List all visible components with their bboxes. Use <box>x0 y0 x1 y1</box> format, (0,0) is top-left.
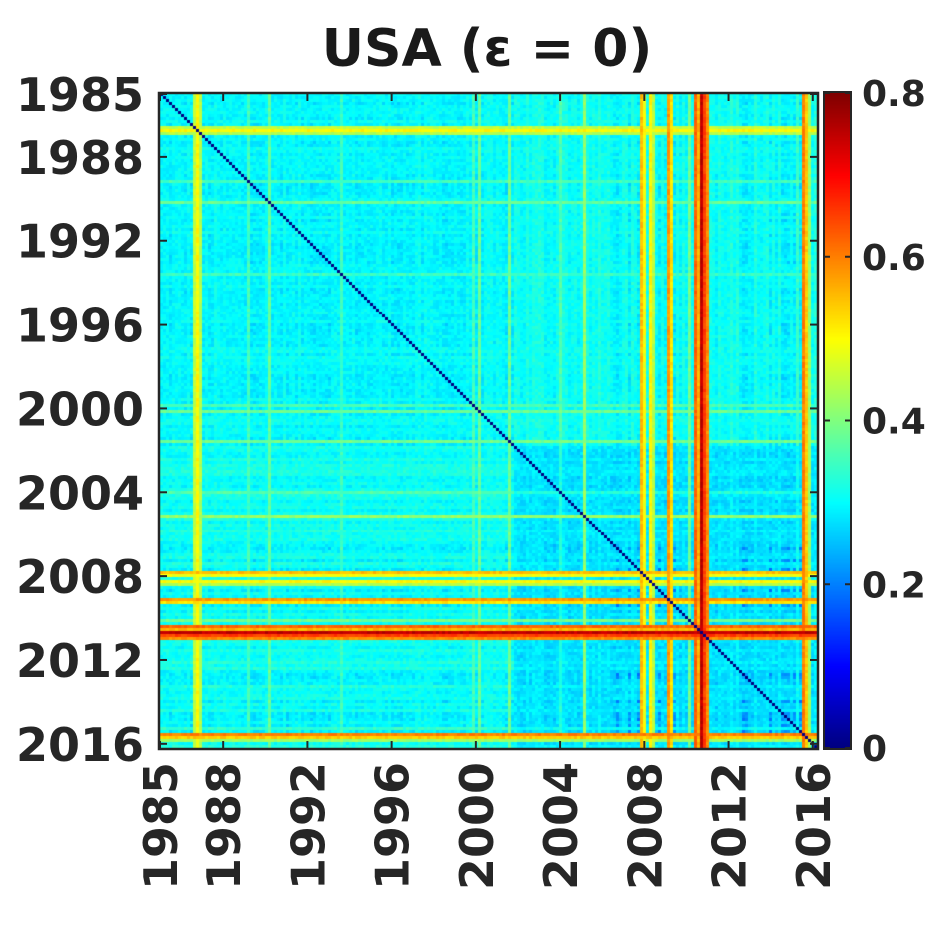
heatmap-area <box>160 94 817 748</box>
x-tick-label: 2012 <box>703 762 757 890</box>
x-tick-label: 1985 <box>134 762 188 890</box>
y-tick-label: 2008 <box>16 550 144 604</box>
y-tick-label: 2004 <box>16 466 144 520</box>
colorbar-tick-label: 0.4 <box>862 402 926 443</box>
x-axis: 1985 1988 1992 1996 2000 2004 2008 2012 2016 <box>134 762 841 890</box>
y-tick-label: 2012 <box>16 634 144 688</box>
y-tick-label: 2000 <box>16 382 144 436</box>
x-tick-label: 1988 <box>197 762 251 890</box>
y-axis: 1985 1988 1992 1996 2000 2004 2008 2012 2016 <box>16 68 144 772</box>
y-tick-label: 1985 <box>16 68 144 122</box>
colorbar-tick-label: 0 <box>862 729 887 770</box>
x-tick-label: 2000 <box>450 762 504 890</box>
y-tick-label: 2016 <box>16 718 144 772</box>
axis-ticks <box>159 93 817 748</box>
x-tick-label: 2016 <box>787 762 841 890</box>
x-tick-label: 1996 <box>366 762 420 890</box>
y-tick-label: 1996 <box>16 299 144 353</box>
y-tick-label: 1992 <box>16 215 144 269</box>
x-tick-label: 2004 <box>534 762 588 890</box>
colorbar-labels: 0 0.2 0.4 0.6 0.8 <box>824 74 926 770</box>
colorbar-tick-label: 0.6 <box>862 238 926 279</box>
x-tick-label: 2008 <box>618 762 672 890</box>
colorbar-tick-label: 0.8 <box>862 74 926 115</box>
colorbar-tick-label: 0.2 <box>862 565 926 606</box>
x-tick-label: 1992 <box>281 762 335 890</box>
colorbar: 0 0.2 0.4 0.6 0.8 <box>823 74 926 770</box>
heatmap-cells <box>160 94 817 748</box>
y-tick-label: 1988 <box>16 131 144 185</box>
chart-title: USA (ε = 0) <box>322 19 652 79</box>
plot-frame <box>157 91 820 751</box>
